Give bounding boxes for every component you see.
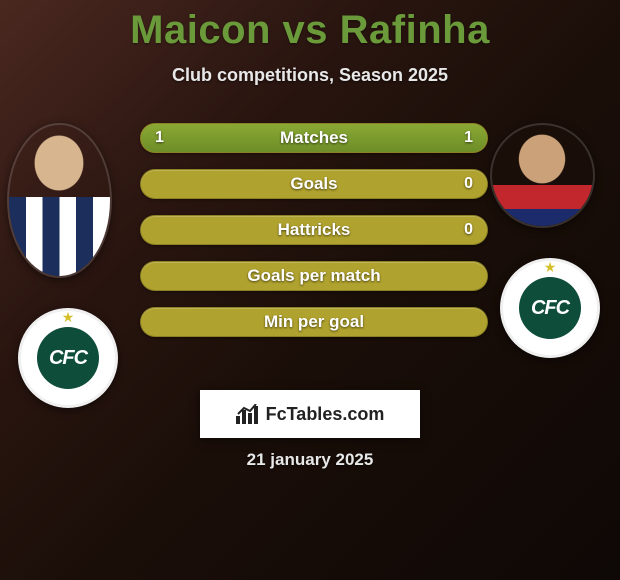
stat-bar: Goals per match <box>140 261 488 291</box>
club-right-code: CFC <box>531 297 569 320</box>
stat-bar: 0 Goals <box>140 169 488 199</box>
club-left-badge: CFC <box>37 327 99 389</box>
bar-label: Hattricks <box>278 220 351 240</box>
page-title: Maicon vs Rafinha <box>0 0 620 53</box>
bar-value-right: 0 <box>464 221 473 239</box>
stat-bar: 1 1 Matches <box>140 123 488 153</box>
player-right-avatar <box>490 123 595 228</box>
star-icon: ★ <box>544 259 557 276</box>
subtitle: Club competitions, Season 2025 <box>0 65 620 86</box>
bar-value-right: 0 <box>464 175 473 193</box>
bar-label: Goals <box>290 174 337 194</box>
stat-bars: 1 1 Matches 0 Goals 0 Hattricks Goals per match… <box>140 123 488 353</box>
star-icon: ★ <box>62 309 75 326</box>
bar-value-right: 1 <box>464 129 473 147</box>
bar-label: Goals per match <box>247 266 380 286</box>
bar-value-left: 1 <box>155 129 164 147</box>
club-left-logo: ★ CFC <box>18 308 118 408</box>
player-right-art <box>492 125 593 226</box>
club-left-code: CFC <box>49 347 87 370</box>
player-left-art <box>9 125 110 276</box>
chart-icon <box>236 404 260 424</box>
bar-label: Min per goal <box>264 312 364 332</box>
stat-bar: 0 Hattricks <box>140 215 488 245</box>
club-right-logo: ★ CFC <box>500 258 600 358</box>
bar-label: Matches <box>280 128 348 148</box>
attribution-badge: FcTables.com <box>200 390 420 438</box>
stat-bar: Min per goal <box>140 307 488 337</box>
attribution-text: FcTables.com <box>266 404 385 425</box>
club-right-badge: CFC <box>519 277 581 339</box>
date-text: 21 january 2025 <box>0 450 620 470</box>
player-left-avatar <box>7 123 112 278</box>
